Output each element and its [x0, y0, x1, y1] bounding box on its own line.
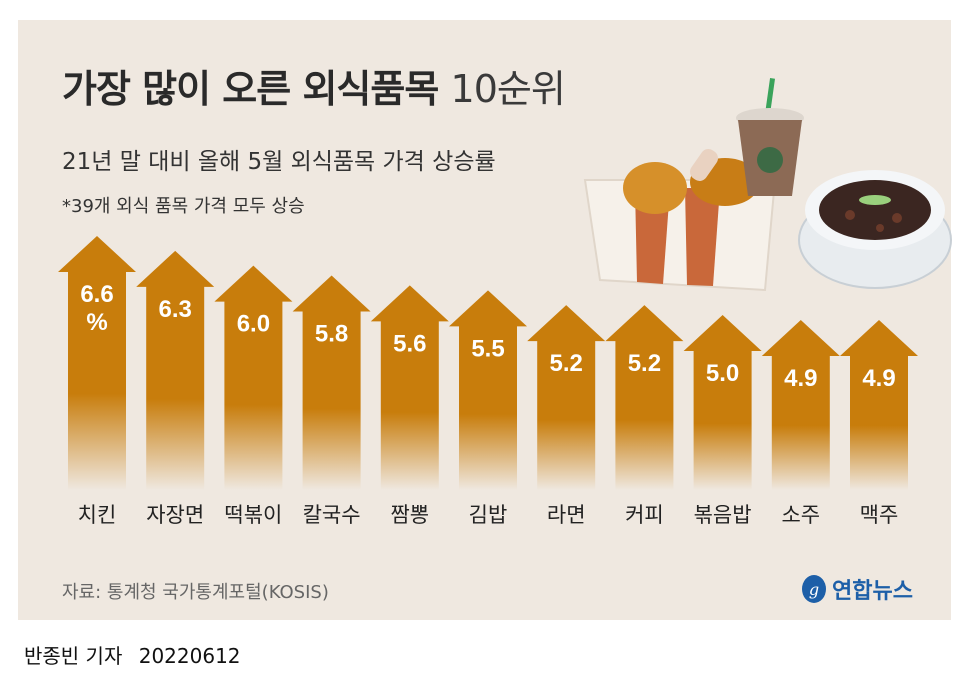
bar-김밥 — [449, 290, 527, 490]
jajangmyeon-bowl-icon — [798, 170, 952, 289]
value-label: 5.2 — [550, 350, 583, 377]
title-rank: 10순위 — [450, 67, 566, 111]
chicken-box-icon — [583, 149, 777, 292]
category-label: 자장면 — [146, 503, 204, 527]
category-label: 맥주 — [860, 503, 899, 527]
bar-떡볶이 — [214, 265, 293, 490]
reporter-name: 반종빈 기자 — [24, 644, 123, 668]
source-note: 자료: 통계청 국가통계포털(KOSIS) — [62, 582, 329, 603]
bar-라면 — [527, 305, 606, 490]
bar-볶음밥 — [683, 315, 762, 490]
coffee-cup-icon — [736, 78, 804, 196]
bar-칼국수 — [292, 275, 371, 490]
value-label: 5.0 — [706, 360, 739, 387]
category-label: 볶음밥 — [694, 503, 752, 527]
bar-맥주 — [840, 320, 918, 490]
chart-subtitle: 21년 말 대비 올해 5월 외식품목 가격 상승률 — [62, 149, 496, 175]
chart-title: 가장 많이 오른 외식품목 10순위 — [62, 58, 566, 113]
value-label: 4.9 — [784, 365, 817, 392]
category-label: 김밥 — [469, 503, 508, 527]
value-label: 4.9 — [862, 365, 895, 392]
bar-커피 — [605, 305, 684, 490]
title-main: 가장 많이 오른 외식품목 — [62, 67, 439, 111]
category-label: 치킨 — [78, 503, 117, 527]
value-label: 5.8 — [315, 321, 348, 348]
category-label: 소주 — [781, 503, 820, 527]
value-label: 6.6% — [80, 281, 113, 336]
value-label: 6.0 — [237, 311, 270, 338]
value-label: 5.6 — [393, 330, 426, 357]
bar-짬뽕 — [370, 285, 449, 490]
category-label: 짬뽕 — [390, 503, 429, 527]
food-illustration — [583, 78, 952, 292]
logo-text: 연합뉴스 — [832, 579, 913, 604]
yonhap-logo: g 연합뉴스 — [800, 573, 913, 605]
category-label: 커피 — [625, 503, 664, 527]
chart-note: *39개 외식 품목 가격 모두 상승 — [62, 196, 305, 217]
value-label: 5.5 — [471, 335, 504, 362]
bar-치킨 — [58, 236, 136, 490]
value-label: 6.3 — [159, 296, 192, 323]
category-label: 라면 — [547, 503, 586, 527]
svg-text:g: g — [809, 580, 819, 599]
value-label: 5.2 — [628, 350, 661, 377]
category-label: 떡볶이 — [224, 503, 282, 527]
publish-date: 20220612 — [138, 644, 241, 668]
bar-자장면 — [136, 250, 215, 490]
bar-소주 — [761, 320, 840, 490]
yonhap-globe-icon: g — [802, 575, 826, 603]
byline: 반종빈 기자 20220612 — [24, 640, 241, 669]
category-label: 칼국수 — [303, 503, 361, 527]
